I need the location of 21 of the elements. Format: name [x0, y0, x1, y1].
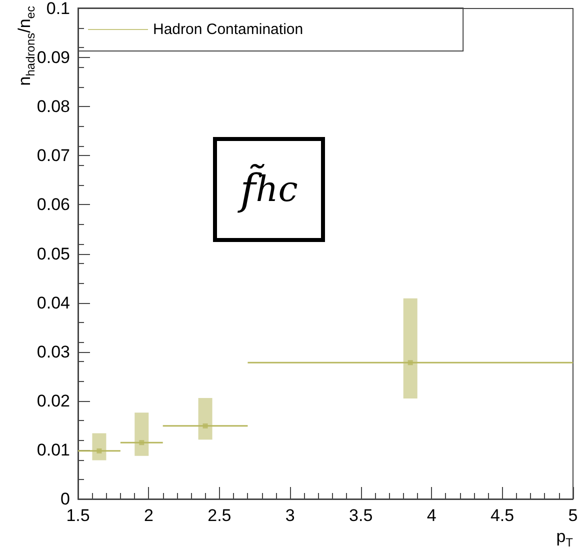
y-tick-label: 0.02 [36, 391, 70, 410]
x-tick-label: 5 [568, 506, 578, 525]
x-tick-label: 2 [144, 506, 154, 525]
x-tick-label: 3.5 [349, 506, 373, 525]
y-tick-label: 0.06 [36, 195, 70, 214]
y-tick-label: 0.03 [36, 342, 70, 362]
x-tick-label: 2.5 [208, 506, 232, 525]
y-tick-label: 0.01 [36, 440, 70, 460]
y-tick-label: 0.05 [36, 244, 70, 264]
x-tick-label: 4.5 [490, 506, 514, 525]
y-tick-label: 0.04 [36, 293, 70, 312]
x-tick-label: 3 [285, 506, 295, 525]
y-tick-label: 0.1 [46, 0, 70, 18]
x-tick-label: 1.5 [66, 506, 90, 525]
x-tick-label: 4 [426, 506, 436, 525]
y-tick-label: 0.09 [36, 48, 70, 68]
y-tick-label: 0 [60, 490, 70, 508]
legend-label: Hadron Contamination [153, 21, 304, 38]
y-tick-label: 0.08 [36, 97, 70, 116]
y-tick-label: 0.07 [36, 146, 70, 166]
x-axis-title: p$_{T}$ [556, 527, 573, 549]
